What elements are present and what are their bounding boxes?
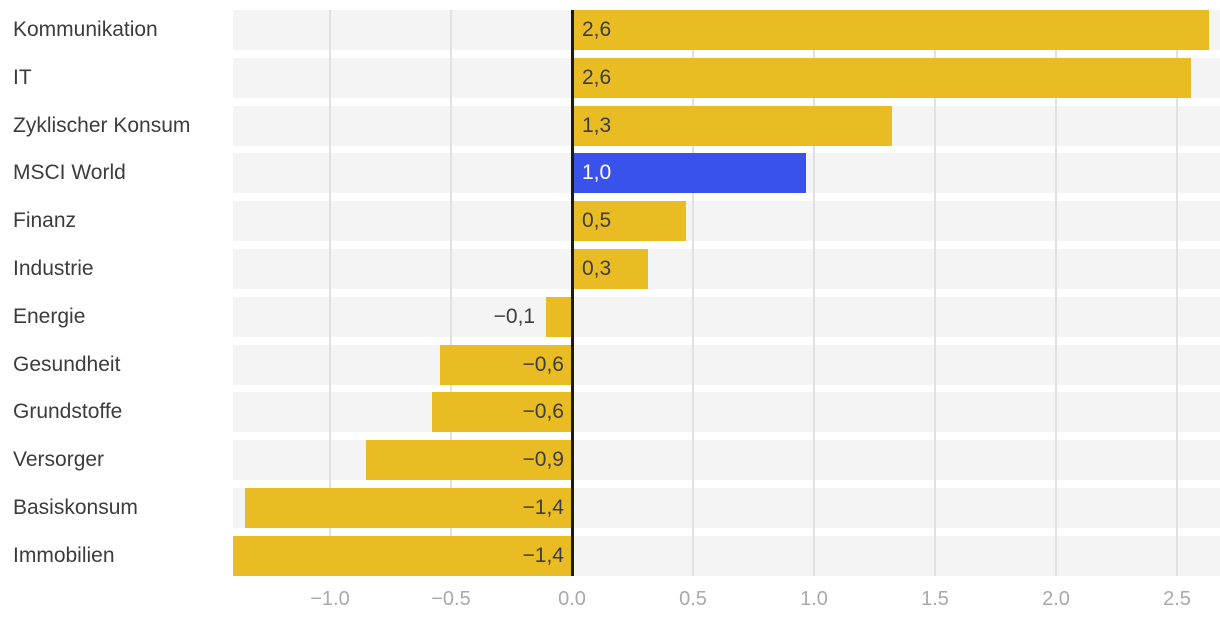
x-tick-label: 2.0 — [1042, 588, 1070, 610]
category-label-energie: Energie — [13, 304, 86, 328]
row-band — [233, 344, 1220, 385]
bar-value-label: −0,6 — [522, 352, 564, 376]
bar-energie[interactable] — [546, 296, 572, 337]
bar-basiskonsum[interactable] — [245, 488, 572, 528]
gridline — [813, 10, 815, 576]
bar-value-label: −1,4 — [522, 543, 564, 567]
bar-value-label: −0,6 — [522, 400, 564, 424]
x-tick-label: 0.0 — [558, 588, 586, 610]
x-tick-label: 2.5 — [1163, 588, 1191, 610]
bar-immobilien[interactable] — [233, 535, 572, 576]
bar-value-label: 0,5 — [582, 209, 612, 233]
bar-value-label: 2,6 — [582, 18, 612, 41]
category-label-zyklischer-konsum: Zyklischer Konsum — [13, 113, 191, 137]
category-label-versorger: Versorger — [13, 448, 105, 472]
plot-area: 2,6 2,6 1,3 1,0 0,5 0,3 −0,1 −0,6 −0,6 −0,9 −1,4 −1… — [233, 10, 1220, 576]
gridline — [934, 10, 936, 576]
bar-industrie[interactable] — [572, 249, 648, 289]
row-band — [233, 296, 1220, 337]
bar-it[interactable] — [572, 57, 1192, 98]
category-label-basiskonsum: Basiskonsum — [13, 496, 138, 519]
bar-kommunikation[interactable] — [572, 10, 1209, 50]
x-tick-label: 0.5 — [679, 588, 707, 610]
bar-versorger[interactable] — [366, 440, 572, 481]
bar-value-label: 2,6 — [582, 65, 612, 89]
category-label-it: IT — [13, 65, 32, 89]
bar-zyklischer-konsum[interactable] — [572, 105, 893, 146]
category-label-msci-world: MSCI World — [13, 161, 126, 185]
bar-grundstoffe[interactable] — [432, 392, 572, 433]
bar-msci-world[interactable] — [572, 153, 806, 194]
bar-value-label: 1,0 — [582, 161, 612, 185]
x-tick-label: −0.5 — [431, 588, 471, 610]
bar-value-label: −0,9 — [522, 448, 564, 472]
gridline — [692, 10, 694, 576]
bar-value-label: 1,3 — [582, 113, 612, 137]
category-label-column: Kommunikation IT Zyklischer Konsum MSCI Wor… — [0, 0, 233, 620]
row-band — [233, 392, 1220, 433]
gridline — [1055, 10, 1057, 576]
gridline — [1176, 10, 1178, 576]
x-tick-label: 1.5 — [921, 588, 949, 610]
x-tick-label: −1.0 — [310, 588, 350, 610]
row-band — [233, 201, 1220, 242]
category-label-industrie: Industrie — [13, 257, 94, 280]
category-label-finanz: Finanz — [13, 209, 77, 233]
category-label-kommunikation: Kommunikation — [13, 18, 158, 41]
row-band — [233, 249, 1220, 289]
bar-finanz[interactable] — [572, 201, 686, 242]
zero-axis-line — [570, 10, 574, 576]
bar-value-label: −1,4 — [522, 496, 564, 519]
bar-value-label: −0,1 — [493, 304, 536, 328]
x-tick-label: 1.0 — [800, 588, 828, 610]
bar-value-label: 0,3 — [582, 257, 612, 280]
category-label-immobilien: Immobilien — [13, 543, 115, 567]
gridline — [450, 10, 452, 576]
category-label-grundstoffe: Grundstoffe — [13, 400, 123, 424]
bar-gesundheit[interactable] — [440, 344, 572, 385]
category-label-gesundheit: Gesundheit — [13, 352, 121, 376]
gridline — [329, 10, 331, 576]
